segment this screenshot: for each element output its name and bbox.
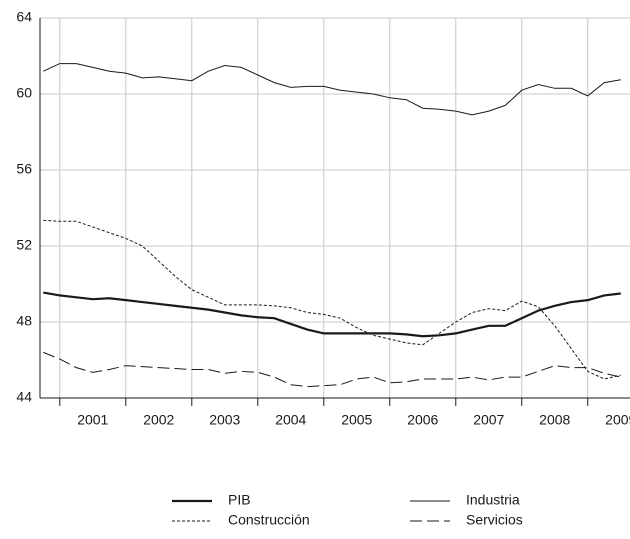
y-tick-label: 60	[16, 85, 32, 101]
legend-label: Industria	[466, 492, 520, 508]
y-tick-label: 56	[16, 161, 32, 177]
x-tick-label: 2008	[539, 412, 570, 428]
x-tick-label: 2006	[407, 412, 438, 428]
series-line	[43, 63, 621, 116]
legend-label: PIB	[228, 492, 251, 508]
series-line	[43, 219, 621, 380]
legend-label: Construcción	[228, 512, 310, 528]
series-line	[43, 291, 621, 338]
x-tick-label: 2007	[473, 412, 504, 428]
x-tick-label: 2001	[77, 412, 108, 428]
x-tick-label: 2002	[143, 412, 174, 428]
series-line	[43, 351, 621, 388]
y-tick-label: 48	[16, 313, 32, 329]
x-tick-label: 2005	[341, 412, 372, 428]
x-tick-label: 2003	[209, 412, 240, 428]
y-tick-label: 64	[16, 9, 32, 25]
y-tick-label: 44	[16, 389, 32, 405]
x-tick-label: 2009	[605, 412, 630, 428]
y-tick-label: 52	[16, 237, 32, 253]
x-tick-label: 2004	[275, 412, 306, 428]
legend-label: Servicios	[466, 512, 523, 528]
